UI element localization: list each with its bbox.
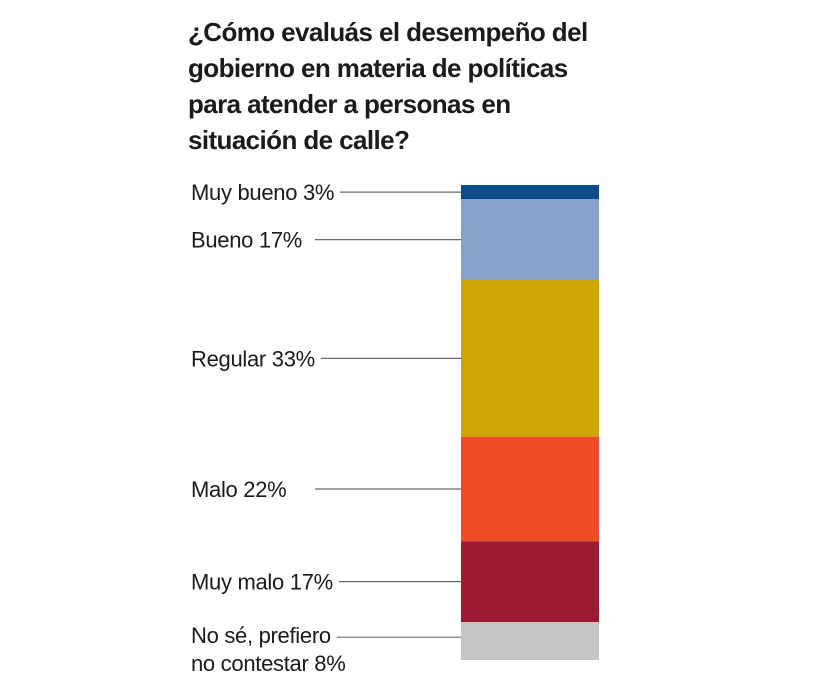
label-no-se-prefiero-no-contestar: No sé, prefiero no contestar 8% <box>191 623 346 676</box>
bar-segment-muy-bueno <box>461 185 599 200</box>
segment-labels: Muy bueno 3% Bueno 17% Regular 33% Malo 22%… <box>191 180 346 676</box>
label-regular-line-1: Regular 33% <box>191 346 315 371</box>
bar-segment-bueno <box>461 199 599 280</box>
label-muy-bueno-line-1: Muy bueno 3% <box>191 180 334 205</box>
label-malo-line-1: Malo 22% <box>191 477 286 502</box>
chart-title: ¿Cómo evaluás el desempeño del gobierno … <box>188 17 588 155</box>
leader-lines <box>315 191 461 638</box>
label-no-se-prefiero-no-contestar-line-2: no contestar 8% <box>191 651 346 676</box>
bar-segments <box>461 185 599 660</box>
label-muy-bueno: Muy bueno 3% <box>191 180 334 205</box>
label-malo: Malo 22% <box>191 477 286 502</box>
label-bueno-line-1: Bueno 17% <box>191 228 302 253</box>
bar-segment-regular <box>461 280 599 437</box>
bar-segment-malo <box>461 436 599 542</box>
bar-segment-no-se-prefiero-no-contestar <box>461 622 599 660</box>
label-muy-malo: Muy malo 17% <box>191 570 333 595</box>
label-regular: Regular 33% <box>191 346 315 371</box>
label-muy-malo-line-1: Muy malo 17% <box>191 570 333 595</box>
label-bueno: Bueno 17% <box>191 228 302 253</box>
label-no-se-prefiero-no-contestar-line-1: No sé, prefiero <box>191 623 331 648</box>
bar-segment-muy-malo <box>461 541 599 622</box>
